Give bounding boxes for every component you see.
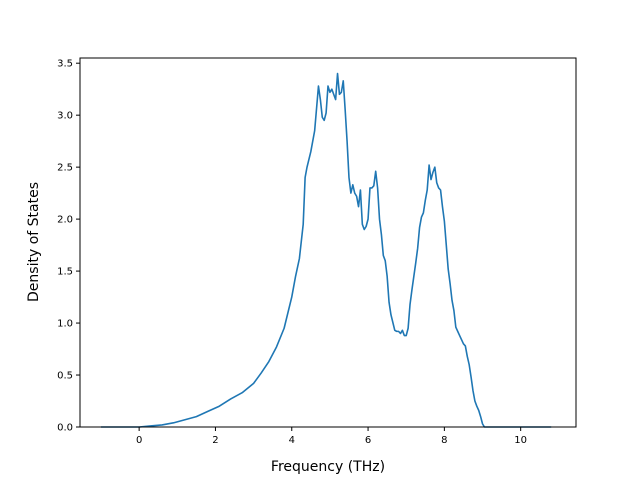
x-axis-label: Frequency (THz) bbox=[271, 459, 385, 475]
x-tick-label: 2 bbox=[212, 435, 218, 446]
x-tick-label: 6 bbox=[365, 435, 371, 446]
plot-line-layer bbox=[100, 72, 552, 428]
y-tick-label: 0.0 bbox=[57, 423, 73, 434]
x-tick-label: 0 bbox=[136, 435, 142, 446]
y-tick-label: 2.0 bbox=[57, 215, 73, 226]
x-tick-label: 8 bbox=[441, 435, 447, 446]
y-tick-label: 2.5 bbox=[57, 163, 73, 174]
y-tick-label: 3.5 bbox=[57, 59, 73, 70]
x-tick-label: 10 bbox=[514, 435, 527, 446]
y-tick-label: 0.5 bbox=[57, 371, 73, 382]
y-axis-ticks: 0.0 0.5 1.0 1.5 2.0 2.5 3.0 3.5 bbox=[57, 59, 80, 434]
x-tick-label: 4 bbox=[289, 435, 295, 446]
y-axis-label: Density of States bbox=[26, 182, 42, 302]
y-tick-label: 3.0 bbox=[57, 111, 73, 122]
dos-series-line bbox=[100, 72, 552, 428]
y-tick-label: 1.0 bbox=[57, 319, 73, 330]
y-tick-label: 1.5 bbox=[57, 267, 73, 278]
plot-frame bbox=[79, 57, 577, 428]
x-axis-ticks: 0 2 4 6 8 10 bbox=[136, 427, 527, 446]
